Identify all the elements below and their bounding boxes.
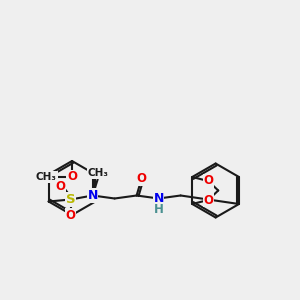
Text: O: O	[66, 209, 76, 222]
Text: O: O	[136, 172, 147, 185]
Text: CH₃: CH₃	[87, 169, 108, 178]
Text: N: N	[87, 189, 98, 202]
Text: O: O	[56, 180, 66, 193]
Text: O: O	[203, 175, 213, 188]
Text: N: N	[153, 192, 164, 205]
Text: O: O	[203, 194, 213, 206]
Text: S: S	[66, 193, 75, 206]
Text: CH₃: CH₃	[36, 172, 57, 182]
Text: O: O	[67, 170, 77, 184]
Text: H: H	[154, 203, 164, 216]
